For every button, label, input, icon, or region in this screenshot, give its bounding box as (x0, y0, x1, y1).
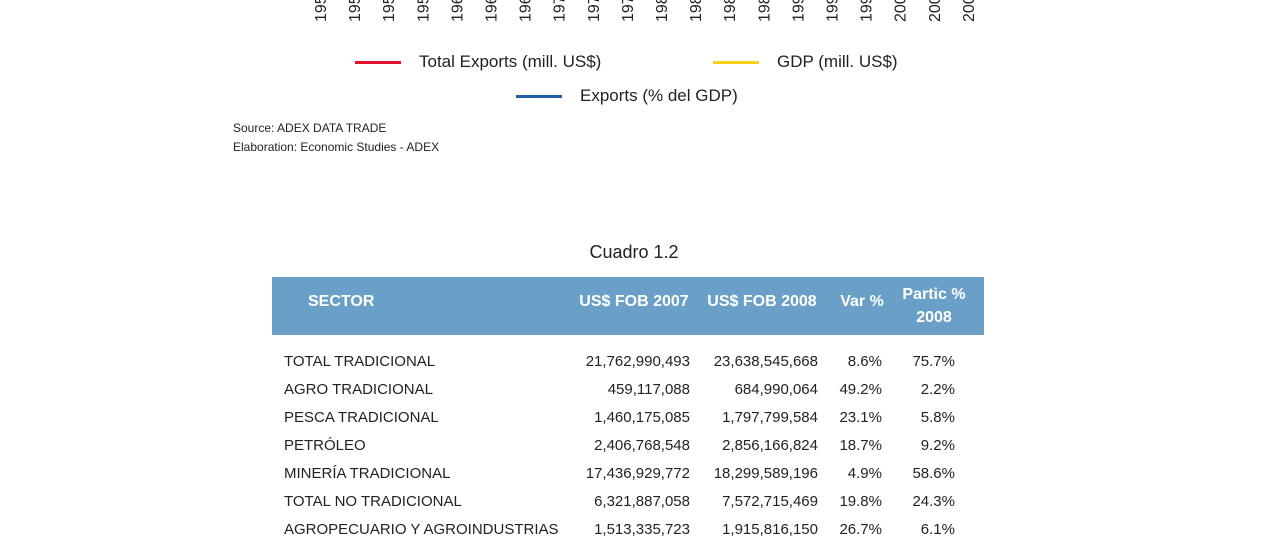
legend-label: Total Exports (mill. US$) (419, 52, 602, 71)
axis-labels: 195 195 195 195 196 196 196 197 197 197 198 198 198 1… (313, 0, 978, 22)
cell: 18,299,589,196 (713, 465, 818, 482)
source: Source: ADEX DATA TRADE (233, 121, 387, 135)
cell: TOTAL NO TRADICIONAL (284, 493, 462, 510)
cell: 58.6% (912, 465, 955, 482)
axis-label: 198 (756, 0, 773, 22)
cell: 18.7% (839, 437, 882, 454)
cell: 2.2% (920, 381, 955, 398)
cell: 1,460,175,085 (594, 409, 690, 426)
axis-label: 197 (586, 0, 603, 22)
table-title: Cuadro 1.2 (589, 242, 679, 262)
axis-label: 196 (449, 0, 466, 22)
header-cell: SECTOR (308, 293, 375, 310)
axis-label: 199 (790, 0, 807, 22)
axis-label: 198 (654, 0, 671, 22)
header-cell: Var % (840, 293, 884, 310)
axis-label: 199 (859, 0, 876, 22)
legend-label: Exports (% del GDP) (580, 86, 738, 105)
axis-label: 197 (620, 0, 637, 22)
axis-label: 196 (518, 0, 535, 22)
cell: 459,117,088 (607, 381, 690, 398)
cell: 2,856,166,824 (722, 437, 818, 454)
table-header (272, 277, 984, 335)
axis-label: 200 (927, 0, 944, 22)
cell: 8.6% (847, 353, 882, 370)
axis-label: 198 (688, 0, 705, 22)
cell: 17,436,929,772 (585, 465, 690, 482)
axis-label: 198 (722, 0, 739, 22)
cell: PETRÓLEO (284, 437, 366, 454)
axis-label: 200 (961, 0, 978, 22)
cell: 24.3% (912, 493, 955, 510)
elaboration: Elaboration: Economic Studies - ADEX (233, 140, 440, 154)
legend-label: GDP (mill. US$) (777, 52, 898, 71)
cell: 75.7% (912, 353, 955, 370)
cell: 23.1% (839, 409, 882, 426)
header-cell: US$ FOB 2008 (707, 293, 817, 310)
cell: 23,638,545,668 (713, 353, 818, 370)
cell: 6,321,887,058 (594, 493, 690, 510)
axis-label: 196 (484, 0, 501, 22)
legend-swatch (713, 61, 759, 64)
legend-swatch (516, 95, 562, 98)
cell: 49.2% (839, 381, 882, 398)
axis-label: 200 (893, 0, 910, 22)
cell: 4.9% (847, 465, 882, 482)
cell: 7,572,715,469 (722, 493, 818, 510)
cell: AGROPECUARIO Y AGROINDUSTRIAS (284, 521, 559, 538)
axis-label: 197 (552, 0, 569, 22)
cell: PESCA TRADICIONAL (284, 409, 439, 426)
axis-label: 199 (825, 0, 842, 22)
axis-label: 195 (313, 0, 330, 22)
cell: 19.8% (839, 493, 882, 510)
legend-swatch (355, 61, 401, 64)
header-cell: US$ FOB 2007 (579, 293, 689, 310)
cell: 9.2% (920, 437, 955, 454)
cell: 1,797,799,584 (722, 409, 818, 426)
cell: AGRO TRADICIONAL (284, 381, 433, 398)
cell: 2,406,768,548 (594, 437, 690, 454)
axis-label: 195 (415, 0, 432, 22)
axis-label: 195 (347, 0, 364, 22)
cell: 6.1% (920, 521, 955, 538)
cell: 5.8% (920, 409, 955, 426)
cell: MINERÍA TRADICIONAL (284, 465, 451, 482)
cell: 21,762,990,493 (585, 353, 690, 370)
cell: TOTAL TRADICIONAL (284, 353, 436, 370)
axis-label: 195 (381, 0, 398, 22)
header-cell: Partic % 2008 (902, 286, 966, 326)
cell: 684,990,064 (734, 381, 818, 398)
